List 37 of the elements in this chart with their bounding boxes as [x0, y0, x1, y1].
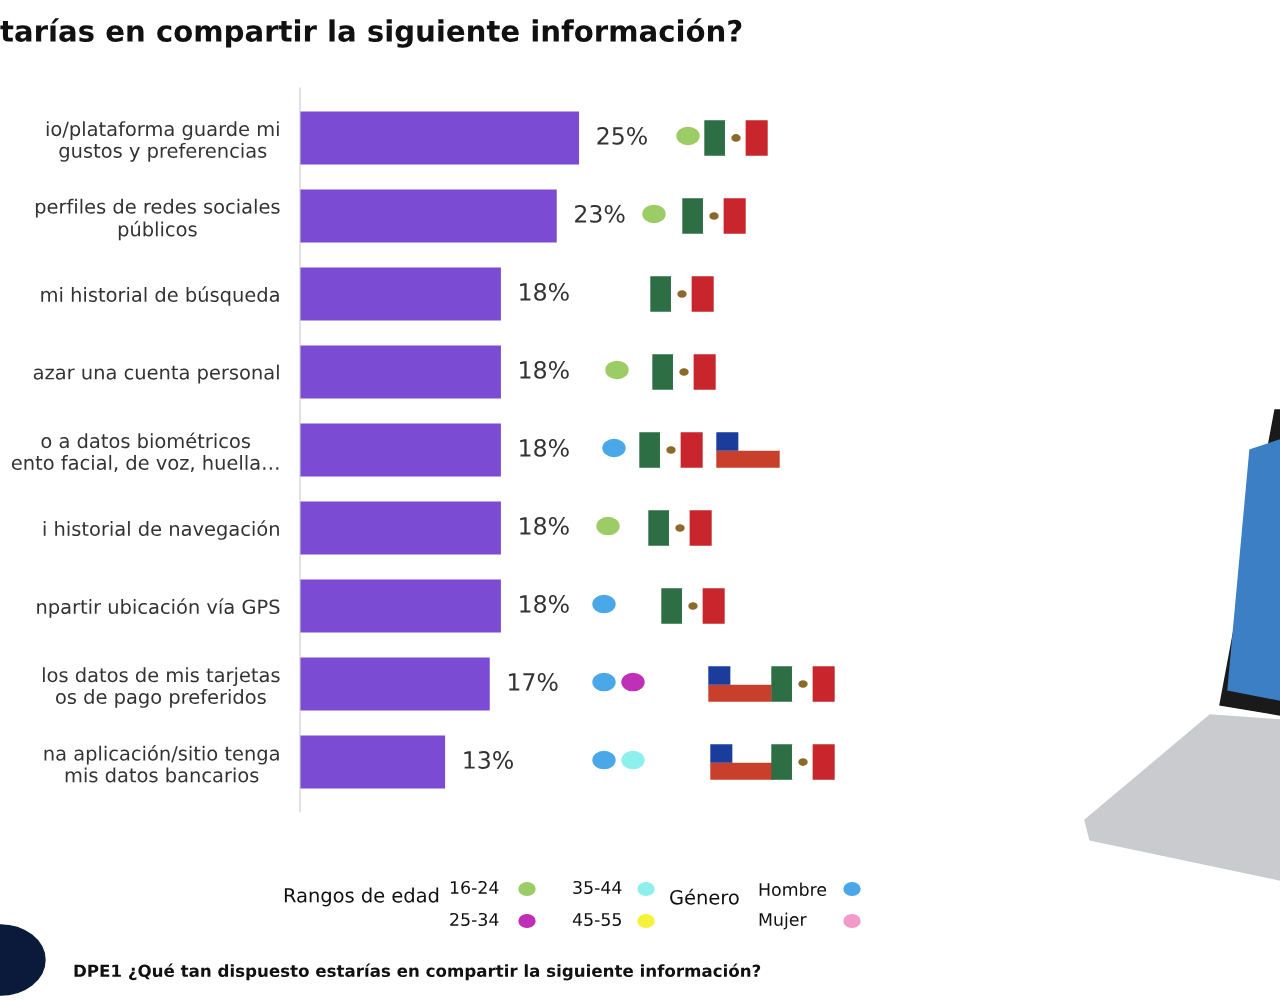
data-label: 17% — [509, 673, 558, 691]
y-tick-label: o a datos biométricos ento facial, de voz, huella… — [11, 432, 279, 473]
y-tick-label: io/plataforma guarde mi gustos y preferencias — [46, 121, 279, 162]
text: Rangos de edad — [284, 887, 439, 907]
text: 35-44 — [573, 880, 622, 895]
y-tick-label: i historial de navegación — [43, 520, 279, 540]
bar — [300, 267, 501, 321]
bar — [300, 501, 501, 555]
bar — [300, 657, 490, 711]
data-label: 18% — [520, 360, 569, 379]
data-label: 18% — [520, 438, 569, 457]
y-tick-label: perfiles de redes sociales públicos — [35, 198, 280, 241]
y-tick-label: na aplicación/sitio tenga mis datos bancarios — [44, 744, 279, 783]
data-label: 23% — [575, 204, 625, 223]
data-label: 18% — [520, 595, 569, 613]
y-tick-label: npartir ubicación vía GPS — [37, 598, 280, 618]
data-label: 25% — [597, 126, 647, 145]
y-tick-label: azar una cuenta personal — [33, 364, 279, 384]
bar — [300, 345, 501, 399]
text: 45-55 — [572, 913, 621, 927]
text: 25-34 — [450, 912, 499, 927]
text: 16-24 — [450, 880, 499, 895]
bar — [300, 189, 557, 243]
text: Hombre — [759, 882, 827, 897]
text: Género — [670, 888, 739, 905]
bar — [300, 579, 501, 633]
data-label: 18% — [520, 282, 569, 301]
data-label: 18% — [520, 517, 569, 535]
data-label: 13% — [464, 751, 513, 769]
text: Mujer — [759, 912, 807, 930]
y-tick-label: mi historial de búsqueda — [41, 286, 279, 306]
text: DPE1 ¿Qué tan dispuesto estarías en compartir la siguiente información? — [74, 963, 761, 981]
y-tick-label: los datos de mis tarjetas os de pago preferidos — [42, 667, 280, 708]
chart-title: tarías en compartir la siguiente información? — [0, 18, 742, 48]
bar — [300, 423, 501, 477]
bar — [300, 735, 446, 789]
bar — [300, 111, 580, 165]
